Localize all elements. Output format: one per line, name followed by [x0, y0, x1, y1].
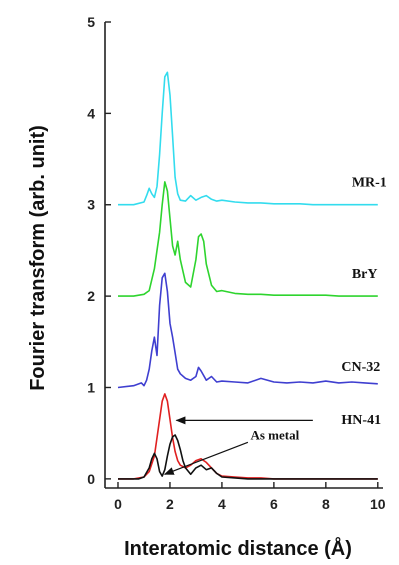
y-tick-label: 3 — [87, 197, 95, 213]
x-tick-label: 8 — [322, 496, 330, 512]
y-tick-label: 5 — [87, 14, 95, 30]
x-tick-label: 10 — [370, 496, 386, 512]
x-axis-ticks: 0 2 4 6 8 10 — [114, 482, 386, 512]
series-label-mr-1: MR-1 — [352, 175, 387, 190]
series-line-hn-41 — [118, 393, 378, 480]
y-tick-label: 0 — [87, 471, 95, 487]
x-tick-label: 4 — [218, 496, 226, 512]
series-layer — [117, 71, 378, 480]
plot-area: 0 2 4 6 8 10 0 1 2 3 4 5 MR-1 BrY CN-32 HN-41 As metal — [87, 14, 387, 512]
annotation-layer — [163, 416, 313, 475]
x-axis-label: Interatomic distance (Å) — [124, 536, 352, 560]
series-line-as-metal — [118, 434, 378, 480]
series-label-as-metal: As metal — [250, 428, 299, 443]
series-label-cn-32: CN-32 — [341, 360, 380, 375]
series-line-cn-32 — [117, 272, 378, 389]
series-line-mr-1 — [118, 71, 378, 206]
series-label-layer: MR-1 BrY CN-32 HN-41 As metal — [250, 175, 386, 442]
x-tick-label: 2 — [166, 496, 174, 512]
series-label-hn-41: HN-41 — [341, 413, 381, 428]
y-axis-label: Fourier transform (arb. unit) — [27, 125, 49, 391]
y-tick-label: 1 — [87, 379, 95, 395]
y-tick-label: 4 — [87, 105, 95, 121]
y-axis-ticks: 0 1 2 3 4 5 — [87, 14, 111, 487]
series-line-bry — [118, 181, 378, 297]
series-label-bry: BrY — [352, 267, 378, 282]
annotation-arrow-as-metal — [163, 441, 249, 475]
x-tick-label: 0 — [114, 496, 122, 512]
x-tick-label: 6 — [270, 496, 278, 512]
y-tick-label: 2 — [87, 288, 95, 304]
